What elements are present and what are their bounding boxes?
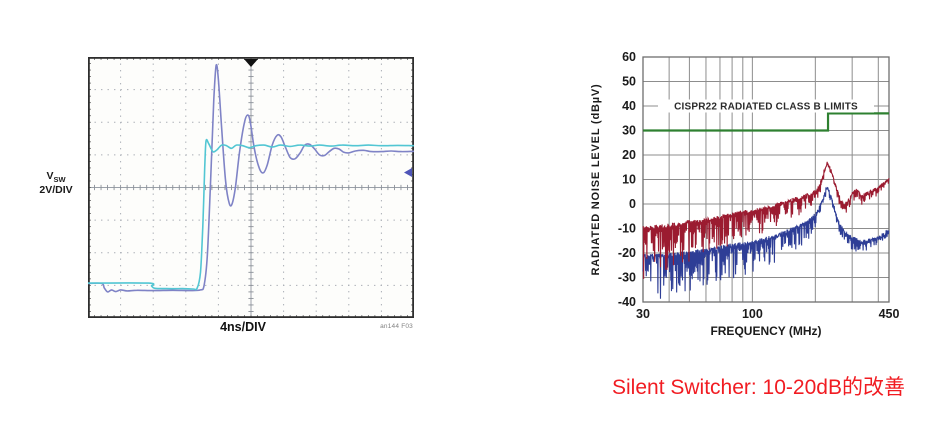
scope-channel-main: V [46,170,54,182]
scope-scale-label: 2V/DIV [39,184,73,197]
trigger-marker-icon [244,59,258,67]
emi-xtick-label: 30 [636,307,650,321]
emi-improvement-caption: Silent Switcher: 10-20dB的改善 [612,376,905,399]
scope-trace-purple-ringing [88,63,414,293]
emi-trace-red-noisy [642,161,890,279]
scope-timebase-label: 4ns/DIV [220,320,266,334]
emi-ytick-label: 40 [622,99,636,113]
emi-ytick-label: -10 [618,222,636,236]
scope-channel-sub: SW [53,175,66,185]
emi-trace-blue-noisy [642,186,890,299]
emi-plot: CISPR22 RADIATED CLASS B LIMITS 60 50 40 30 2… [590,50,900,338]
scope-channel-label: VSW 2V/DIV [26,171,86,196]
emi-xtick-label: 100 [742,307,763,321]
trace-level-marker-icon [404,167,412,177]
emi-ytick-label: -30 [618,271,636,285]
emi-yaxis-title: RADIATED NOISE LEVEL (dBµV) [590,84,602,276]
emi-ytick-label: 10 [622,173,636,187]
scope-channel-name: VSW [26,171,86,185]
emi-ytick-label: -40 [618,295,636,309]
emi-ytick-label: 30 [622,124,636,138]
emi-ytick-label: -20 [618,246,636,260]
emi-xaxis-title: FREQUENCY (MHz) [710,324,821,338]
emi-ytick-label: 50 [622,75,636,89]
scope-plot [88,57,414,318]
emi-ytick-label: 0 [629,197,636,211]
scope-trace-cyan-clean [88,138,414,291]
cispr-limit-label: CISPR22 RADIATED CLASS B LIMITS [674,102,858,113]
emi-ytick-label: 20 [622,148,636,162]
emi-xtick-label: 450 [879,307,900,321]
scope-watermark: an144 F03 [380,323,413,330]
cispr-limit-line [643,112,889,132]
emi-ytick-label: 60 [622,50,636,64]
